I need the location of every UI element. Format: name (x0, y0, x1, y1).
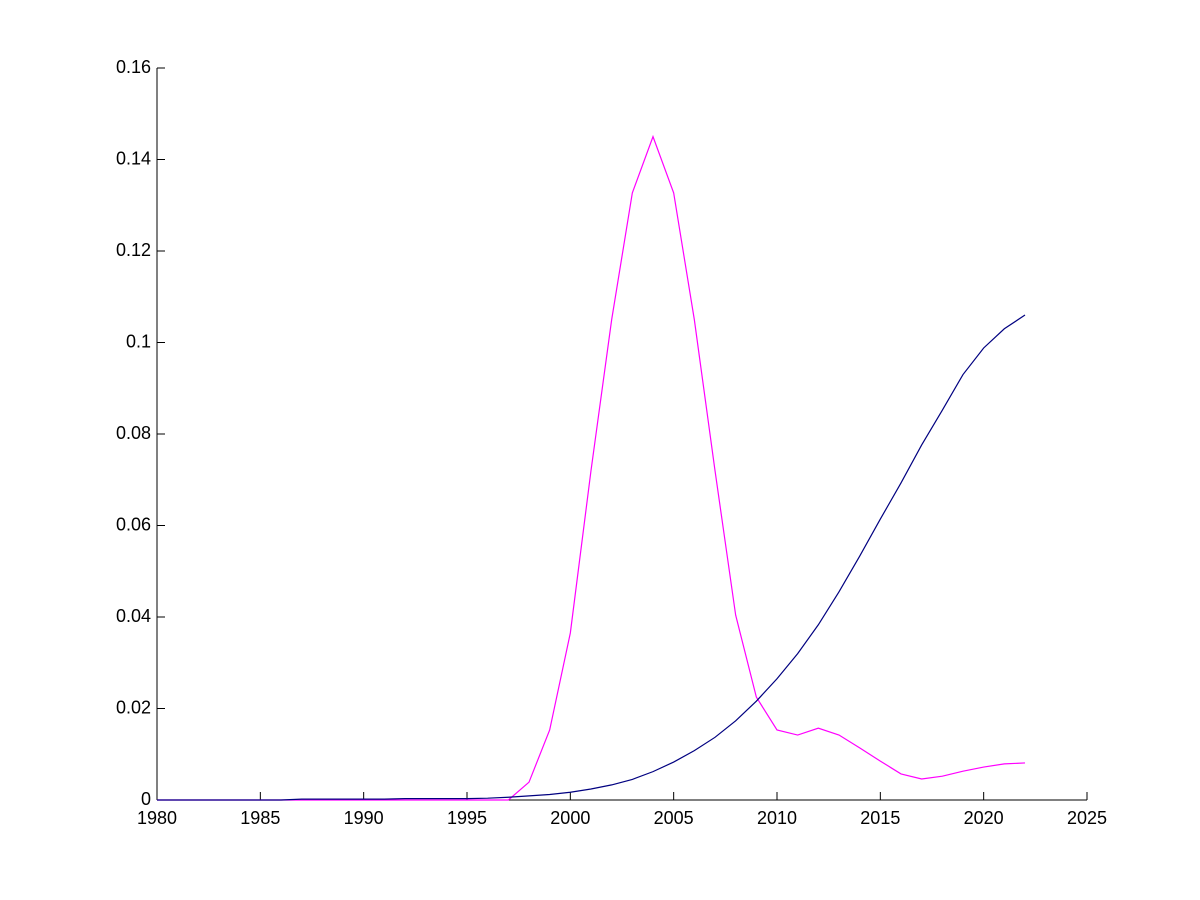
y-tick-label: 0.04 (116, 606, 151, 626)
x-tick-label: 2000 (550, 808, 590, 828)
y-tick-label: 0.14 (116, 148, 151, 168)
line (157, 314, 1026, 801)
x-tick-label: 1995 (447, 808, 487, 828)
line (157, 134, 1026, 801)
y-tick-label: 0 (141, 789, 151, 809)
y-tick-label: 0.12 (116, 240, 151, 260)
x-tick-label: 2010 (757, 808, 797, 828)
y-tick-label: 0.08 (116, 423, 151, 443)
x-tick-label: 2025 (1067, 808, 1107, 828)
x-tick-label: 1985 (240, 808, 280, 828)
x-tick-label: 1990 (344, 808, 384, 828)
x-tick-label: 2015 (860, 808, 900, 828)
x-tick-label: 2020 (964, 808, 1004, 828)
x-tick-label: 1980 (137, 808, 177, 828)
y-tick-label: 0.16 (116, 57, 151, 77)
y-tick-label: 0.06 (116, 514, 151, 534)
y-tick-label: 0.02 (116, 697, 151, 717)
y-tick-label: 0.1 (126, 331, 151, 351)
x-tick-label: 2005 (654, 808, 694, 828)
